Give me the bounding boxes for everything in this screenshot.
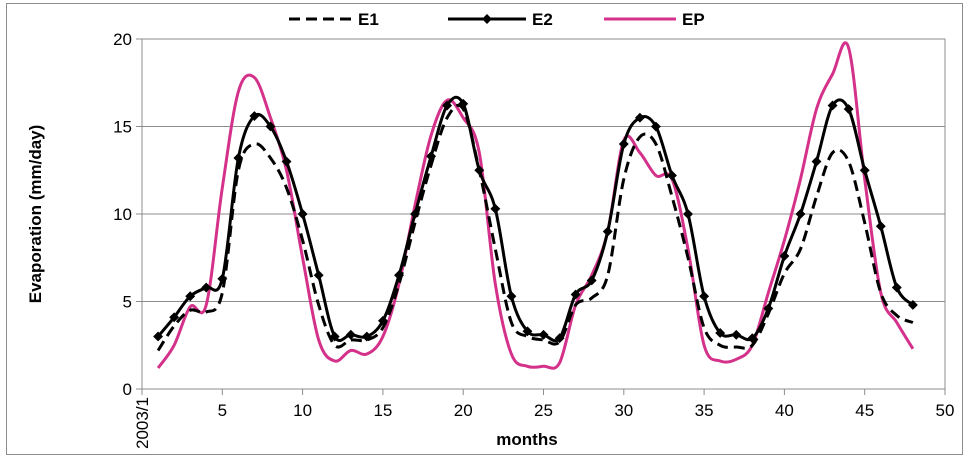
legend: E1 E2 EP — [289, 10, 705, 29]
data-point-e2 — [795, 209, 806, 219]
data-point-e2 — [426, 151, 437, 162]
data-point-e2 — [554, 333, 565, 344]
data-point-e2 — [217, 273, 228, 284]
x-tick-label: 10 — [293, 401, 312, 420]
data-point-e2 — [715, 328, 726, 338]
y-tick-label: 0 — [123, 380, 132, 399]
tick-labels: 0 5 10 15 20 2003/1 5 10 15 20 25 30 35 40 45 50 — [113, 30, 954, 449]
x-tick-label: 20 — [454, 401, 473, 420]
x-tick-label: 5 — [218, 401, 227, 420]
legend-label-e1: E1 — [358, 10, 379, 29]
x-tick-label: 2003/1 — [133, 397, 152, 449]
data-point-e2 — [683, 209, 693, 219]
legend-label-e2: E2 — [532, 10, 553, 29]
data-point-e2 — [747, 333, 758, 344]
x-tick-label: 45 — [855, 401, 874, 420]
data-point-e2 — [875, 221, 886, 232]
data-point-e2 — [618, 139, 629, 149]
x-tick-label: 40 — [775, 401, 794, 420]
legend-marker-e2 — [482, 14, 492, 24]
data-point-e2 — [586, 275, 597, 286]
y-tick-label: 10 — [113, 205, 132, 224]
data-point-e2 — [394, 270, 404, 281]
axes — [136, 38, 946, 395]
series-line-e2 — [156, 95, 914, 343]
data-point-e2 — [538, 329, 549, 340]
y-axis-title: Evaporation (mm/day) — [26, 125, 45, 304]
x-tick-label: 30 — [614, 401, 633, 420]
data-point-e2 — [506, 291, 517, 302]
data-point-e2 — [779, 251, 790, 261]
data-point-e2 — [474, 165, 485, 176]
data-point-e2 — [490, 203, 501, 214]
data-point-e2 — [281, 156, 292, 167]
data-point-e2 — [377, 315, 388, 326]
x-tick-label: 50 — [936, 401, 955, 420]
data-point-e2 — [843, 104, 854, 114]
data-point-e2 — [201, 282, 212, 293]
data-point-e2 — [185, 291, 196, 302]
legend-label-ep: EP — [682, 10, 705, 29]
chart-frame — [6, 3, 963, 455]
x-axis-title: months — [496, 430, 557, 449]
y-tick-label: 20 — [113, 30, 132, 49]
series-line-ep — [156, 41, 915, 370]
y-tick-label: 15 — [113, 118, 132, 137]
data-point-e2 — [891, 282, 902, 293]
data-point-e2 — [313, 270, 324, 281]
data-point-e2 — [458, 98, 469, 109]
data-point-e2 — [667, 170, 677, 181]
data-point-e2 — [297, 209, 308, 219]
data-point-e2 — [233, 153, 244, 163]
data-point-e2 — [731, 329, 742, 340]
series-layer — [153, 41, 918, 370]
data-point-e2 — [699, 291, 710, 302]
data-point-e2 — [570, 289, 581, 300]
data-point-e2 — [763, 303, 774, 314]
data-point-e2 — [907, 300, 918, 310]
x-tick-label: 25 — [534, 401, 553, 420]
data-point-e2 — [153, 331, 164, 342]
series-line-e1 — [156, 103, 914, 352]
data-point-e2 — [602, 226, 613, 237]
data-point-e2 — [859, 165, 870, 176]
x-tick-label: 15 — [373, 401, 392, 420]
x-tick-label: 35 — [695, 401, 714, 420]
data-point-e2 — [249, 111, 260, 121]
data-point-e2 — [345, 329, 356, 340]
data-point-e2 — [811, 156, 822, 167]
y-tick-label: 5 — [123, 293, 132, 312]
